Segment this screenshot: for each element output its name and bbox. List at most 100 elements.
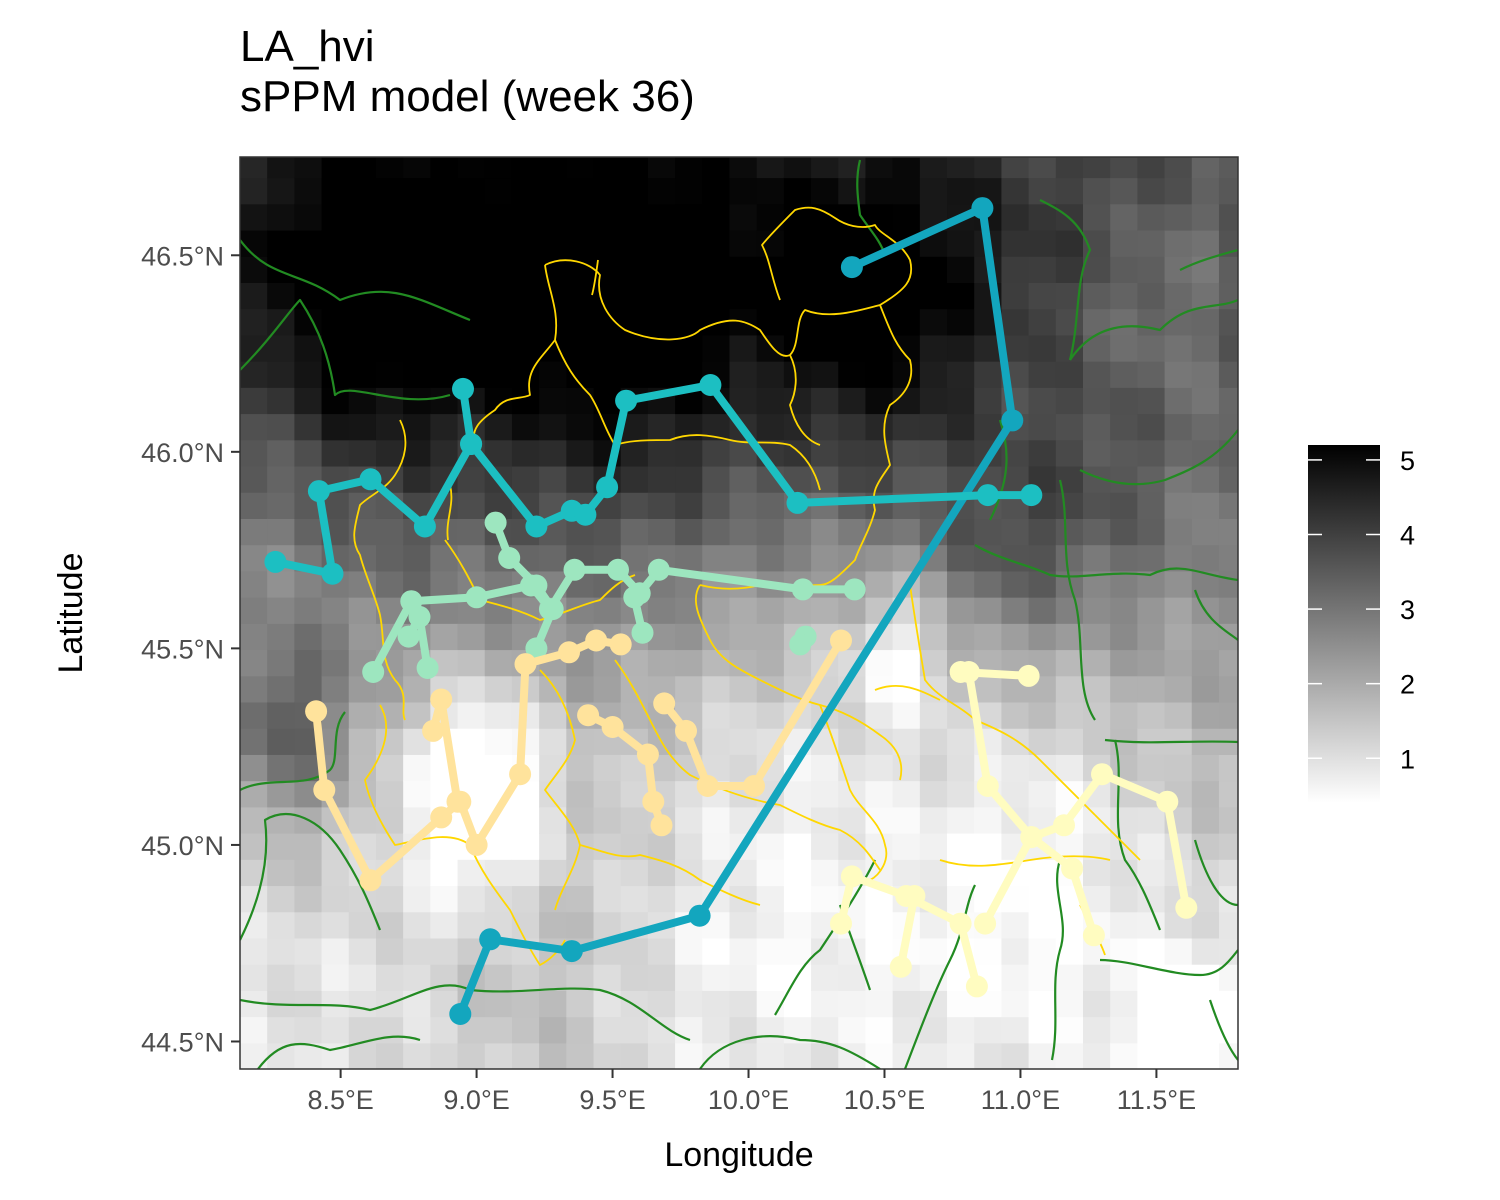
raster-cell [892, 649, 921, 677]
raster-cell [511, 256, 540, 283]
cluster-path [422, 688, 469, 813]
raster-cell [1164, 1042, 1193, 1069]
color-legend: 1 2 3 4 5 [1308, 445, 1415, 803]
raster-cell [892, 203, 921, 231]
raster-cell [783, 177, 812, 205]
raster-cell [729, 728, 758, 755]
raster-cell [457, 203, 486, 231]
raster-cell [620, 334, 649, 362]
raster-cell [375, 780, 404, 808]
raster-cell [756, 1016, 785, 1044]
raster-cell [539, 728, 567, 755]
raster-cell [647, 885, 676, 913]
raster-cell [539, 157, 567, 179]
cluster-point [359, 869, 382, 892]
raster-cell [1218, 518, 1238, 546]
province-border [257, 1035, 421, 1069]
raster-cell [811, 229, 839, 257]
raster-cell [1001, 282, 1030, 310]
raster-cell [756, 518, 785, 546]
raster-cell [1218, 649, 1238, 677]
raster-cell [240, 728, 268, 755]
raster-cell [783, 806, 812, 834]
raster-cell [838, 1042, 867, 1069]
cluster-point [615, 389, 638, 412]
cluster-point [520, 574, 542, 597]
district-border [874, 685, 941, 701]
raster-cell [620, 806, 649, 834]
raster-cell [838, 806, 867, 834]
raster-cell [783, 282, 812, 310]
raster-cell [675, 623, 703, 651]
raster-cell [484, 282, 513, 310]
raster-cell [1110, 911, 1138, 939]
cluster-point [1020, 484, 1043, 507]
province-border [1193, 839, 1238, 907]
raster-cell [865, 754, 894, 782]
raster-cell [375, 885, 404, 913]
raster-cell [294, 597, 323, 624]
raster-cell [838, 492, 867, 519]
raster-cell [375, 282, 404, 310]
raster-cell [947, 308, 975, 336]
raster-cell [539, 413, 567, 441]
raster-cell [403, 859, 431, 887]
raster-cell [1137, 937, 1166, 965]
raster-cell [430, 570, 459, 598]
raster-cell [1137, 911, 1166, 939]
raster-cell [865, 413, 894, 441]
cluster-point [786, 491, 809, 514]
cluster-tracks [264, 197, 1198, 1025]
raster-cell [1137, 465, 1166, 493]
raster-cell [267, 334, 295, 362]
raster-cell [919, 728, 948, 755]
cluster-point [631, 621, 654, 644]
raster-cell [1001, 937, 1030, 965]
raster-cell [403, 990, 431, 1018]
cluster-point [446, 790, 469, 813]
raster-cell [1137, 701, 1166, 729]
raster-cell [1055, 465, 1084, 493]
raster-cell [647, 413, 676, 441]
raster-cell [811, 806, 839, 834]
cluster-point [397, 625, 420, 648]
raster-cell [375, 439, 404, 467]
raster-cell [484, 701, 513, 729]
cluster-point [1001, 409, 1024, 432]
raster-cell [566, 157, 595, 179]
raster-cell [348, 308, 377, 336]
cluster-path [974, 826, 1105, 947]
raster-cell [267, 885, 295, 913]
raster-cell [457, 1042, 486, 1069]
cluster-path [264, 433, 483, 585]
raster-cell [947, 806, 975, 834]
raster-cell [1083, 597, 1111, 624]
raster-cell [511, 1042, 540, 1069]
cluster-point [647, 558, 670, 581]
raster-cell [1028, 544, 1057, 572]
raster-cell [892, 387, 921, 415]
raster-cell [1137, 387, 1166, 415]
raster-cell [974, 544, 1003, 572]
raster-cell [620, 518, 649, 546]
raster-cell [1055, 728, 1084, 755]
raster-cell [484, 229, 513, 257]
raster-cell [865, 911, 894, 939]
raster-cell [1055, 911, 1084, 939]
raster-cell [403, 334, 431, 362]
raster-cell [403, 544, 431, 572]
raster-cell [729, 157, 758, 179]
raster-cell [1191, 203, 1220, 231]
raster-cell [566, 177, 595, 205]
raster-cell [811, 754, 839, 782]
raster-cell [267, 675, 295, 703]
raster-cell [1164, 597, 1193, 624]
raster-cell [457, 623, 486, 651]
raster-cell [947, 570, 975, 598]
raster-cell [620, 859, 649, 887]
raster-cell [539, 833, 567, 860]
cluster-point [965, 975, 988, 998]
raster-cell [267, 492, 295, 519]
raster-cell [1218, 937, 1238, 965]
raster-cell [892, 806, 921, 834]
